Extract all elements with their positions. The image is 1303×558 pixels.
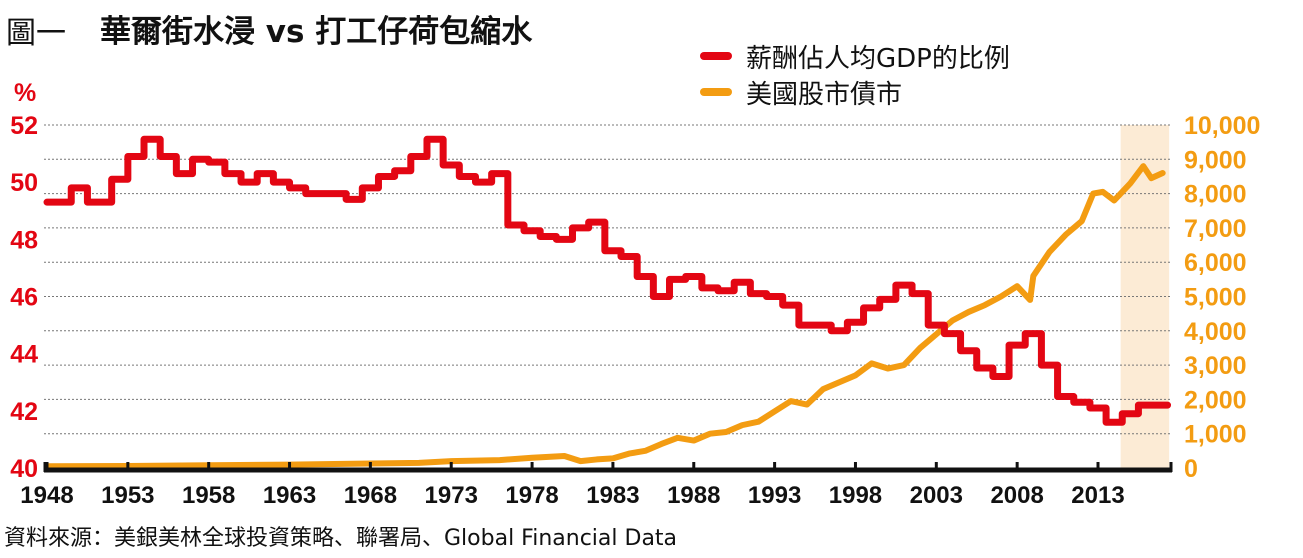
left-axis-tick-label: 44 [10, 341, 38, 369]
x-axis-tick-label: 1948 [20, 482, 73, 509]
right-axis-tick-label: 3,000 [1184, 352, 1247, 380]
x-axis-tick-label: 1983 [586, 482, 639, 509]
chart-title: 華爾街水浸 vs 打工仔荷包縮水 [100, 14, 533, 50]
x-axis-tick-label: 2013 [1071, 482, 1124, 509]
x-axis: 1948 1953 1958 1963 1968 1973 1978 1983 1988 1993… [20, 462, 1173, 509]
right-axis-tick-label: 0 [1184, 455, 1198, 483]
legend-swatch-wage [700, 52, 732, 60]
right-axis-tick-label: 7,000 [1184, 215, 1247, 243]
x-axis-tick-label: 2008 [990, 482, 1043, 509]
left-axis-tick-label: 48 [10, 226, 38, 254]
x-axis-tick-label: 1978 [505, 482, 558, 509]
x-axis-tick-label: 1963 [263, 482, 316, 509]
legend-item-market: 美國股市債市 [700, 74, 1010, 110]
x-axis-tick-label: 1958 [182, 482, 235, 509]
right-axis-tick-label: 2,000 [1184, 386, 1247, 414]
left-axis-tick-label: 52 [10, 112, 38, 140]
series-line-market [44, 163, 1166, 470]
right-axis-tick-label: 4,000 [1184, 318, 1247, 346]
x-axis-tick-label: 1998 [829, 482, 882, 509]
left-axis-tick-label: 46 [10, 284, 38, 312]
x-axis-tick-label: 1968 [344, 482, 397, 509]
x-axis-tick-label: 1973 [425, 482, 478, 509]
left-axis-unit: % [14, 79, 36, 107]
x-axis-tick-label: 1993 [748, 482, 801, 509]
right-axis-tick-label: 6,000 [1184, 249, 1247, 277]
source-note: 資料來源：美銀美林全球投資策略、聯署局、Global Financial Dat… [4, 526, 678, 551]
left-axis-tick-label: 40 [10, 455, 38, 483]
right-axis-tick-label: 10,000 [1184, 112, 1260, 140]
left-axis-tick-label: 42 [10, 398, 38, 426]
right-axis-ticks: 0 1,000 2,000 3,000 4,000 5,000 6,000 7,000 8,00… [1184, 112, 1260, 483]
left-axis-ticks: 40 42 44 46 48 50 52 [10, 112, 38, 483]
gridlines [44, 124, 1172, 435]
right-axis-tick-label: 1,000 [1184, 421, 1247, 449]
legend-label-wage: 薪酬佔人均GDP的比例 [746, 43, 1010, 74]
legend-swatch-market [700, 88, 732, 96]
right-axis-tick-label: 5,000 [1184, 284, 1247, 312]
left-axis-tick-label: 50 [10, 169, 38, 197]
x-axis-tick-label: 2003 [910, 482, 963, 509]
right-axis-tick-label: 9,000 [1184, 146, 1247, 174]
x-axis-tick-label: 1988 [667, 482, 720, 509]
legend-item-wage: 薪酬佔人均GDP的比例 [700, 38, 1010, 74]
series-line-wage [43, 135, 1172, 426]
figure-label: 圖一 [6, 16, 66, 51]
x-axis-tick-label: 1953 [101, 482, 154, 509]
right-axis-tick-label: 8,000 [1184, 181, 1247, 209]
legend-label-market: 美國股市債市 [746, 79, 903, 110]
legend: 薪酬佔人均GDP的比例 美國股市債市 [700, 38, 1010, 110]
